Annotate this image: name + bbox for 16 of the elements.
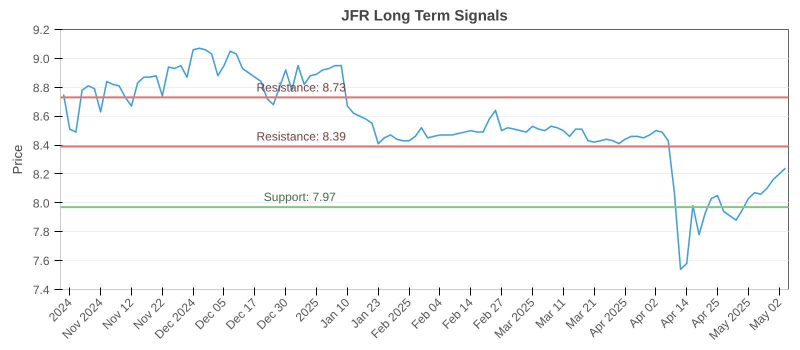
chart-title: JFR Long Term Signals — [341, 8, 508, 24]
y-tick-label: 9.2 — [32, 23, 50, 37]
y-tick-label: 8.8 — [32, 80, 50, 95]
y-tick-label: 8.0 — [32, 196, 50, 210]
y-tick-label: 8.6 — [32, 110, 50, 124]
y-tick-label: 9.0 — [32, 52, 50, 66]
y-tick-label: 7.4 — [32, 283, 50, 297]
ref-line-label: Resistance: 8.39 — [256, 130, 346, 144]
y-tick-label: 8.2 — [32, 167, 50, 182]
line-series — [62, 48, 786, 270]
x-tick-label: Jan 10 — [316, 295, 353, 331]
y-tick-label: 7.6 — [32, 254, 50, 268]
y-tick-label: 8.4 — [32, 138, 50, 153]
y-axis-title: Price — [10, 144, 25, 174]
y-tick-label: 7.8 — [32, 225, 50, 240]
ref-line-label: Support: 7.97 — [264, 190, 336, 204]
